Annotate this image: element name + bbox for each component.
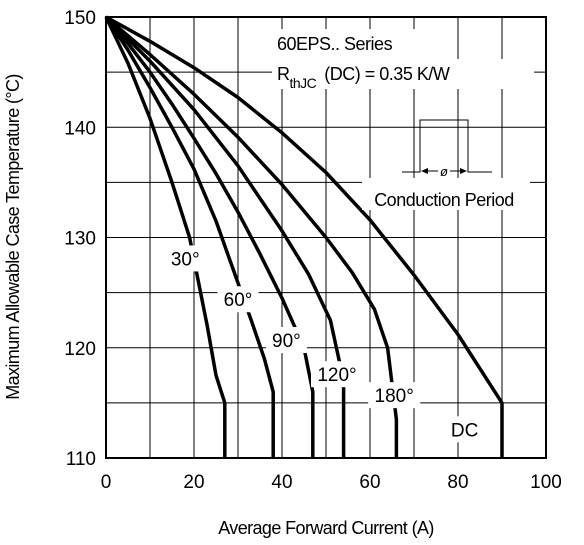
conduction-angle-symbol: ø bbox=[440, 164, 448, 179]
y-tick-label: 150 bbox=[64, 8, 96, 29]
series-label-dc: DC bbox=[451, 420, 478, 441]
y-tick-label: 130 bbox=[64, 229, 96, 250]
series-line-60 bbox=[104, 16, 275, 458]
period-arrow-right bbox=[460, 168, 467, 174]
rth-bg bbox=[272, 59, 534, 89]
x-tick-label: 100 bbox=[530, 472, 562, 493]
series-annotation: 60EPS.. Series RthJC (DC) = 0.35 K/W bbox=[272, 29, 534, 91]
series-title: 60EPS.. Series bbox=[277, 34, 393, 54]
series-label-bg-90 bbox=[265, 327, 307, 354]
conduction-period-label: Conduction Period bbox=[374, 190, 514, 210]
y-tick-label: 120 bbox=[64, 339, 96, 360]
series-label-30: 30° bbox=[171, 249, 200, 270]
series-label-bg-30 bbox=[164, 245, 206, 272]
y-tick-label: 140 bbox=[64, 118, 96, 139]
series-line-180 bbox=[104, 15, 399, 458]
conduction-label-bg bbox=[362, 178, 530, 210]
series-line-120 bbox=[104, 15, 346, 458]
x-tick-label: 40 bbox=[271, 472, 292, 493]
y-tick-labels: 110 120 130 140 150 bbox=[64, 8, 96, 470]
y-axis-label: Maximum Allowable Case Temperature (°C) bbox=[3, 74, 23, 400]
x-axis-label: Average Forward Current (A) bbox=[218, 518, 434, 538]
rth-subscript: thJC bbox=[290, 75, 317, 91]
series-label-180: 180° bbox=[375, 386, 414, 407]
x-tick-label: 80 bbox=[447, 472, 468, 493]
phi-bg bbox=[438, 163, 450, 177]
series-line-90 bbox=[104, 15, 315, 458]
rth-symbol: R bbox=[277, 64, 290, 84]
series-title-bg bbox=[272, 29, 434, 59]
curve-labels: 30° 60° 90° 120° 180° DC bbox=[164, 245, 480, 443]
conduction-period-inset: ø Conduction Period bbox=[362, 119, 530, 210]
plot-frame bbox=[105, 16, 547, 459]
x-tick-labels: 0 20 40 60 80 100 bbox=[101, 472, 562, 493]
series-label-bg-180 bbox=[368, 382, 421, 409]
series-label-90: 90° bbox=[272, 331, 301, 352]
series-label-60: 60° bbox=[224, 290, 253, 311]
x-tick-label: 20 bbox=[183, 472, 204, 493]
y-tick-label: 110 bbox=[66, 449, 96, 470]
curves bbox=[104, 15, 504, 458]
x-tick-label: 60 bbox=[359, 472, 380, 493]
series-label-bg-dc bbox=[449, 416, 480, 443]
rth-value: (DC) = 0.35 K/W bbox=[324, 64, 450, 84]
pulse-waveform bbox=[402, 119, 492, 173]
series-label-bg-60 bbox=[217, 286, 259, 313]
thermal-resistance: RthJC (DC) = 0.35 K/W bbox=[277, 64, 450, 91]
series-label-bg-120 bbox=[311, 361, 363, 388]
x-tick-label: 0 bbox=[101, 472, 112, 493]
period-arrow-left bbox=[421, 168, 428, 174]
series-line-dc bbox=[105, 15, 504, 458]
series-label-120: 120° bbox=[317, 365, 356, 386]
